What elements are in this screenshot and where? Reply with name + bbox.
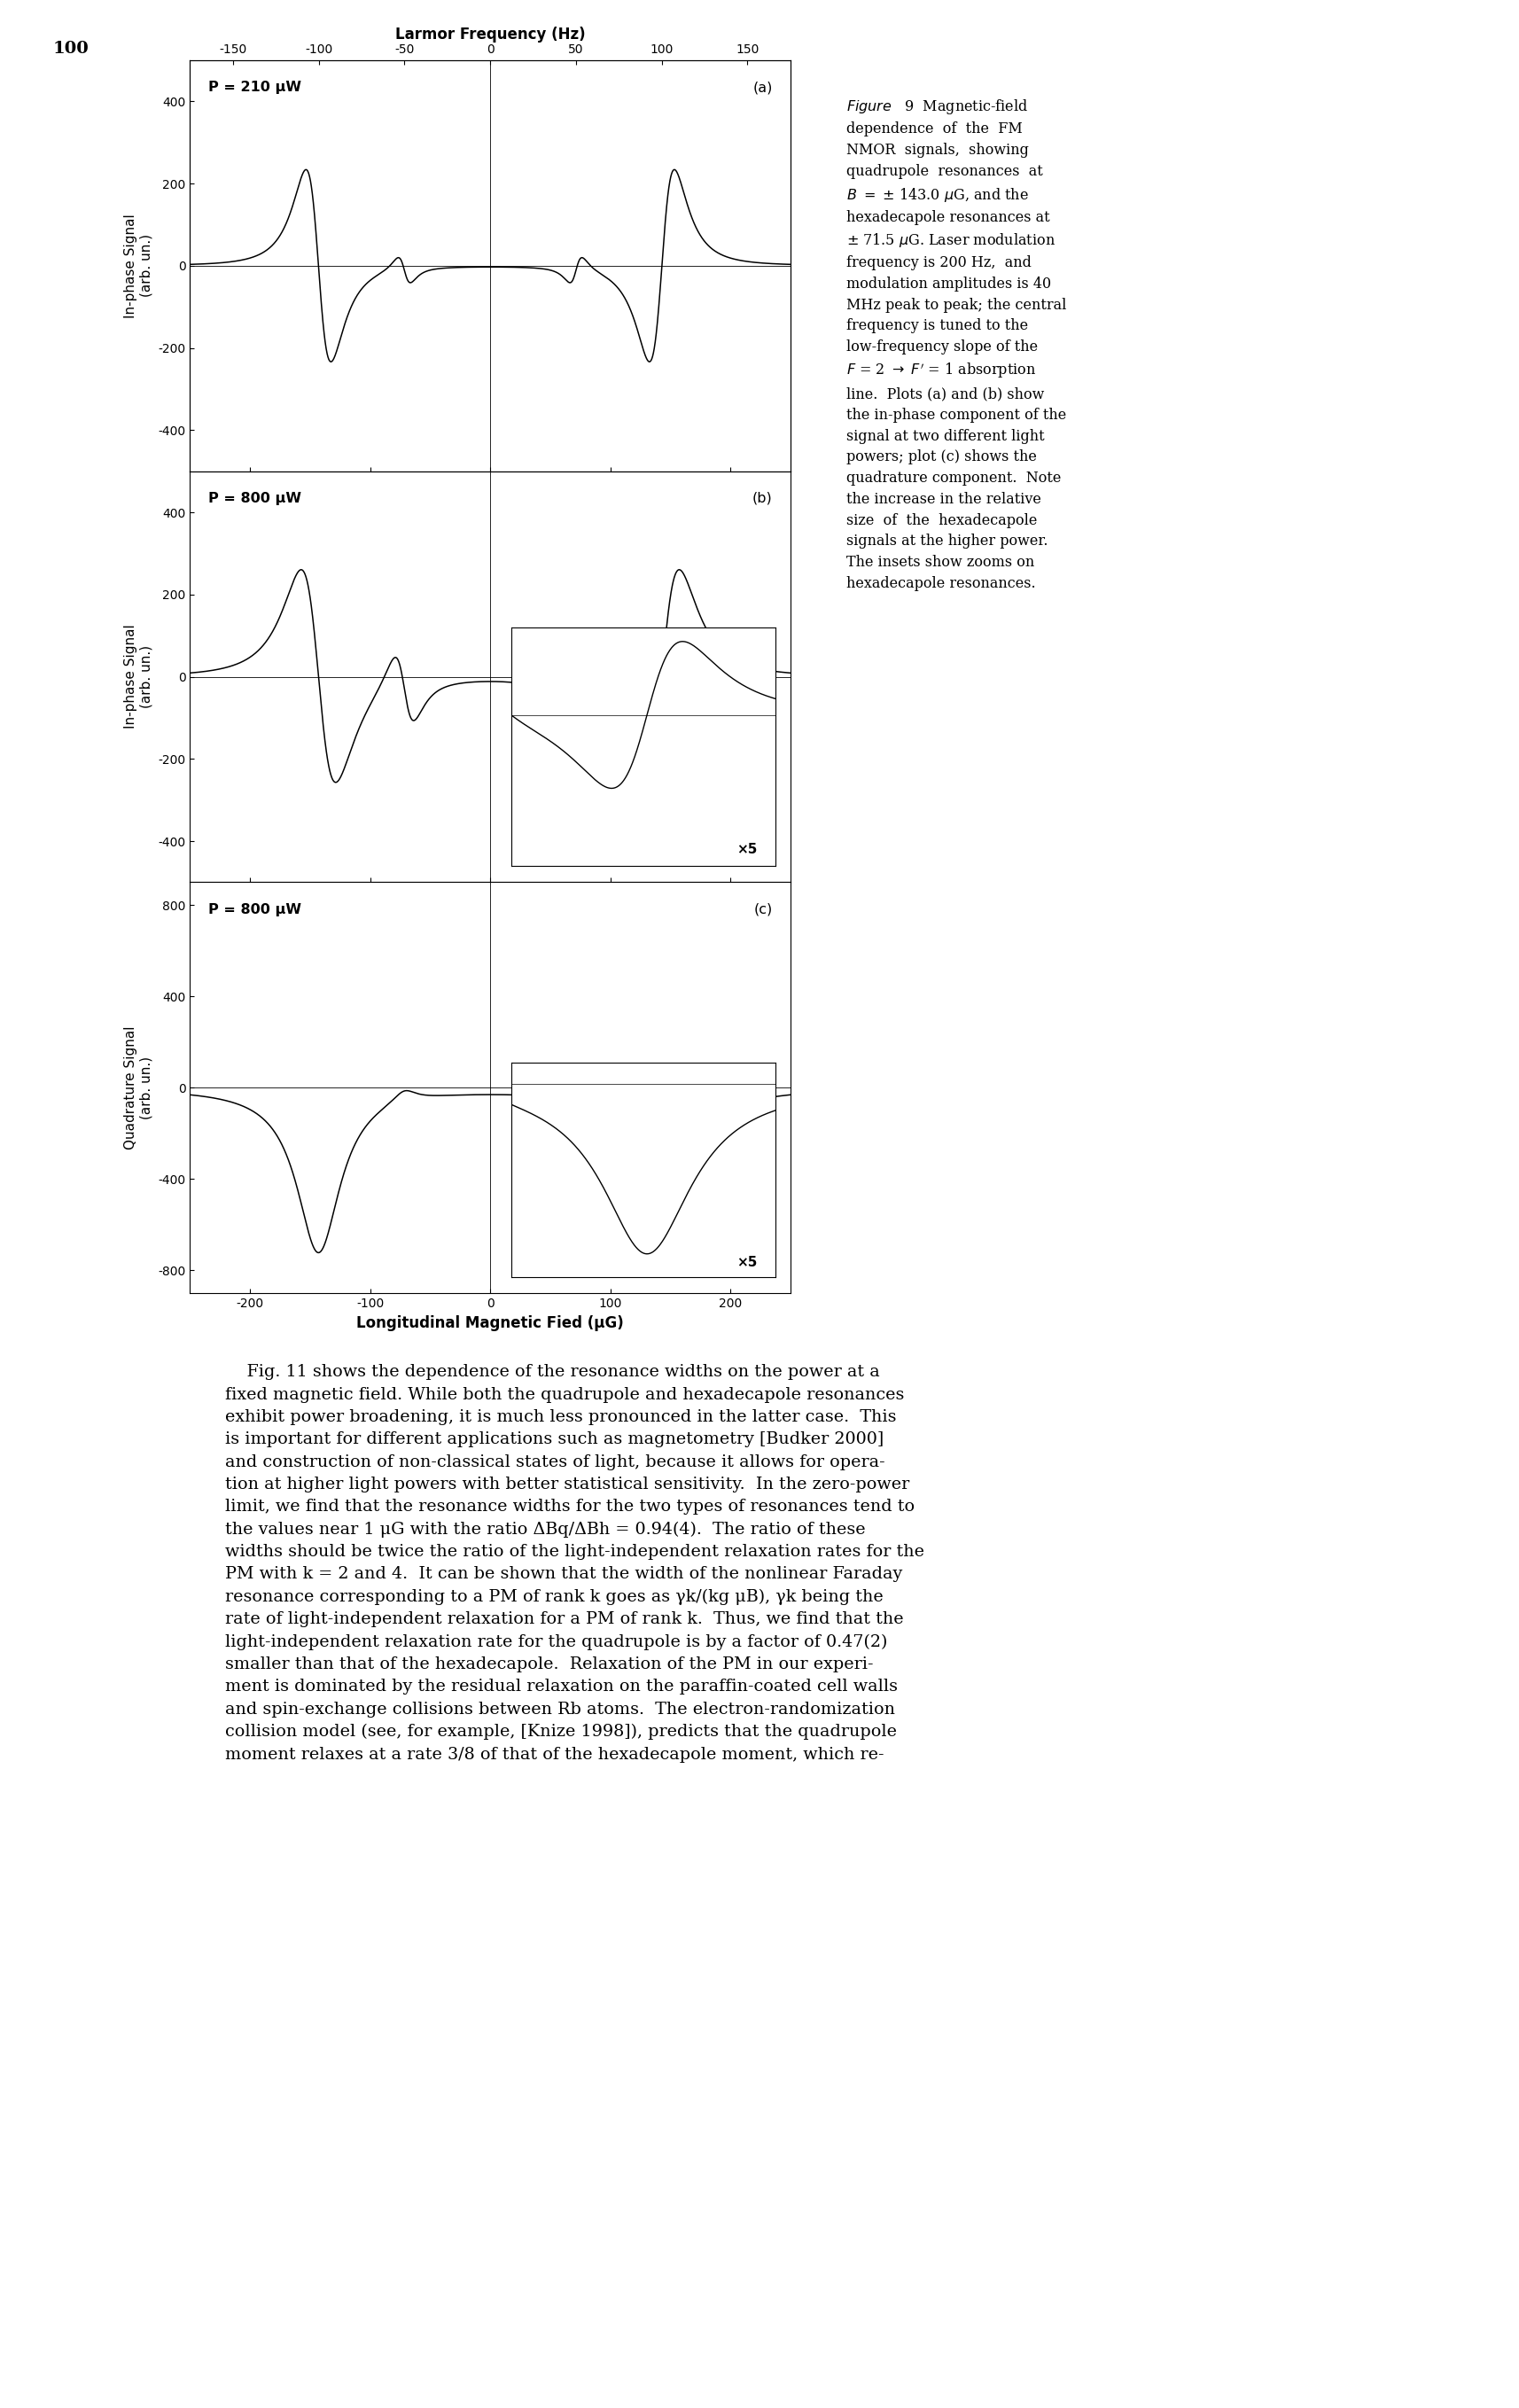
Text: P = 800 μW: P = 800 μW	[208, 491, 301, 506]
Text: (b): (b)	[752, 491, 772, 506]
Text: $\it{Figure}$   9  Magnetic-field
dependence  of  the  FM
NMOR  signals,  showin: $\it{Figure}$ 9 Magnetic-field dependenc…	[846, 96, 1066, 590]
Text: (c): (c)	[753, 903, 772, 915]
X-axis label: Longitudinal Magnetic Fied (μG): Longitudinal Magnetic Fied (μG)	[357, 1315, 623, 1332]
Text: 100: 100	[53, 41, 90, 55]
X-axis label: Larmor Frequency (Hz): Larmor Frequency (Hz)	[395, 26, 585, 41]
Text: P = 210 μW: P = 210 μW	[208, 82, 301, 94]
Text: (a): (a)	[752, 82, 772, 94]
Y-axis label: Quadrature Signal
(arb. un.): Quadrature Signal (arb. un.)	[125, 1026, 153, 1149]
Text: P = 800 μW: P = 800 μW	[208, 903, 301, 915]
Y-axis label: In-phase Signal
(arb. un.): In-phase Signal (arb. un.)	[125, 624, 153, 730]
Text: Fig. 11 shows the dependence of the resonance widths on the power at a
fixed mag: Fig. 11 shows the dependence of the reso…	[225, 1365, 924, 1763]
Y-axis label: In-phase Signal
(arb. un.): In-phase Signal (arb. un.)	[125, 214, 153, 318]
